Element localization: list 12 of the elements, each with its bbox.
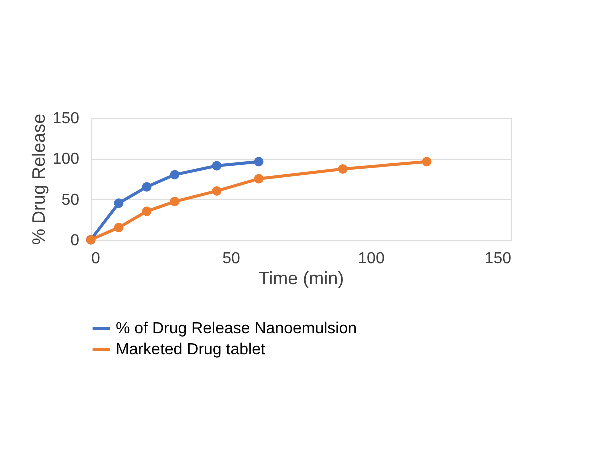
- x-tick-label: 50: [222, 250, 240, 268]
- x-axis-title: Time (min): [258, 268, 344, 288]
- y-axis-title: % Drug Release: [28, 114, 49, 246]
- x-tick-label: 150: [484, 250, 512, 268]
- y-tick-label: 150: [52, 110, 80, 128]
- legend-label: % of Drug Release Nanoemulsion: [116, 320, 358, 338]
- y-tick-label: 100: [52, 151, 80, 168]
- x-tick-label: 100: [358, 250, 385, 268]
- y-tick-label: 50: [62, 192, 80, 209]
- legend-label: Marketed Drug tablet: [116, 342, 266, 358]
- x-tick-label: 0: [92, 250, 100, 268]
- y-tick-label: 0: [70, 232, 80, 250]
